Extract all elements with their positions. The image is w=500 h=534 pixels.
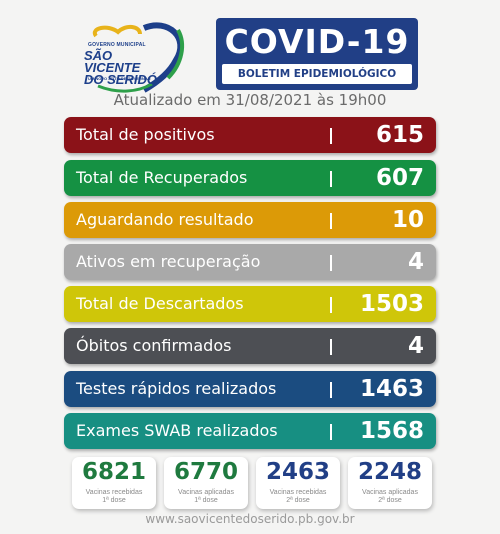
vaccine-label: Vacinas aplicadas xyxy=(362,489,418,496)
stat-row-ativos: Ativos em recuperação 4 xyxy=(64,244,436,280)
stat-divider xyxy=(330,255,332,271)
vaccine-card-applied-dose1: 6770 Vacinas aplicadas 1ª dose xyxy=(164,457,248,509)
stat-label: Testes rápidos realizados xyxy=(76,379,277,398)
vaccine-label: Vacinas aplicadas xyxy=(178,489,234,496)
stat-row-aguardando: Aguardando resultado 10 xyxy=(64,202,436,238)
stat-label: Exames SWAB realizados xyxy=(76,421,278,440)
stat-label: Ativos em recuperação xyxy=(76,252,261,271)
heart-logo-icon xyxy=(92,22,185,93)
stat-value: 10 xyxy=(391,207,424,233)
vaccine-label: Vacinas recebidas xyxy=(269,489,327,496)
stat-label: Aguardando resultado xyxy=(76,210,254,229)
vaccine-dose: 2ª dose xyxy=(286,497,310,504)
stat-label: Total de Recuperados xyxy=(76,168,248,187)
stat-row-recuperados: Total de Recuperados 607 xyxy=(64,160,436,196)
vaccine-card-received-dose2: 2463 Vacinas recebidas 2ª dose xyxy=(256,457,340,509)
stat-divider xyxy=(330,171,332,187)
stat-row-testes-rapidos: Testes rápidos realizados 1463 xyxy=(64,371,436,407)
stat-divider xyxy=(330,297,332,313)
vaccine-dose: 1ª dose xyxy=(102,497,126,504)
stat-row-positivos: Total de positivos 615 xyxy=(64,117,436,153)
vaccine-value: 2463 xyxy=(265,459,330,485)
stat-row-swab: Exames SWAB realizados 1568 xyxy=(64,413,436,449)
vaccine-card-received-dose1: 6821 Vacinas recebidas 1ª dose xyxy=(72,457,156,509)
updated-timestamp: Atualizado em 31/08/2021 às 19h00 xyxy=(113,91,387,109)
stat-divider xyxy=(330,128,332,144)
stat-value: 4 xyxy=(407,249,424,275)
footer-url[interactable]: www.saovicentedoserido.pb.gov.br xyxy=(145,512,355,526)
stat-divider xyxy=(330,382,332,398)
stat-divider xyxy=(330,424,332,440)
stat-label: Óbitos confirmados xyxy=(76,336,232,355)
vaccine-value: 6821 xyxy=(81,459,146,485)
stat-value: 1568 xyxy=(359,418,424,444)
vaccine-card-applied-dose2: 2248 Vacinas aplicadas 2ª dose xyxy=(348,457,432,509)
page-subtitle: BOLETIM EPIDEMIOLÓGICO xyxy=(222,64,412,84)
stat-divider xyxy=(330,339,332,355)
vaccine-value: 2248 xyxy=(357,459,422,485)
stat-label: Total de Descartados xyxy=(76,294,244,313)
stat-label: Total de positivos xyxy=(76,125,215,144)
page-title: COVID-19 xyxy=(224,22,410,61)
stat-value: 615 xyxy=(375,122,424,148)
vaccine-dose: 2ª dose xyxy=(378,497,402,504)
vaccine-label: Vacinas recebidas xyxy=(85,489,143,496)
stat-value: 1463 xyxy=(359,376,424,402)
municipal-logo: GOVERNO MUNICIPAL SÃO VICENTE DO SERIDÓ … xyxy=(78,20,190,96)
vaccine-value: 6770 xyxy=(173,459,238,485)
vaccine-dose: 1ª dose xyxy=(194,497,218,504)
stat-value: 1503 xyxy=(359,291,424,317)
stat-divider xyxy=(330,213,332,229)
stat-row-descartados: Total de Descartados 1503 xyxy=(64,286,436,322)
stat-value: 4 xyxy=(407,333,424,359)
stat-value: 607 xyxy=(375,165,424,191)
stat-row-obitos: Óbitos confirmados 4 xyxy=(64,328,436,364)
logo-name: SÃO VICENTE DO SERIDÓ xyxy=(84,48,157,87)
title-box: COVID-19 BOLETIM EPIDEMIOLÓGICO xyxy=(216,18,418,90)
logo-org: GOVERNO MUNICIPAL xyxy=(88,42,146,48)
logo-slogan: UM NOVO JEITO DE GOVERNAR xyxy=(88,76,151,81)
